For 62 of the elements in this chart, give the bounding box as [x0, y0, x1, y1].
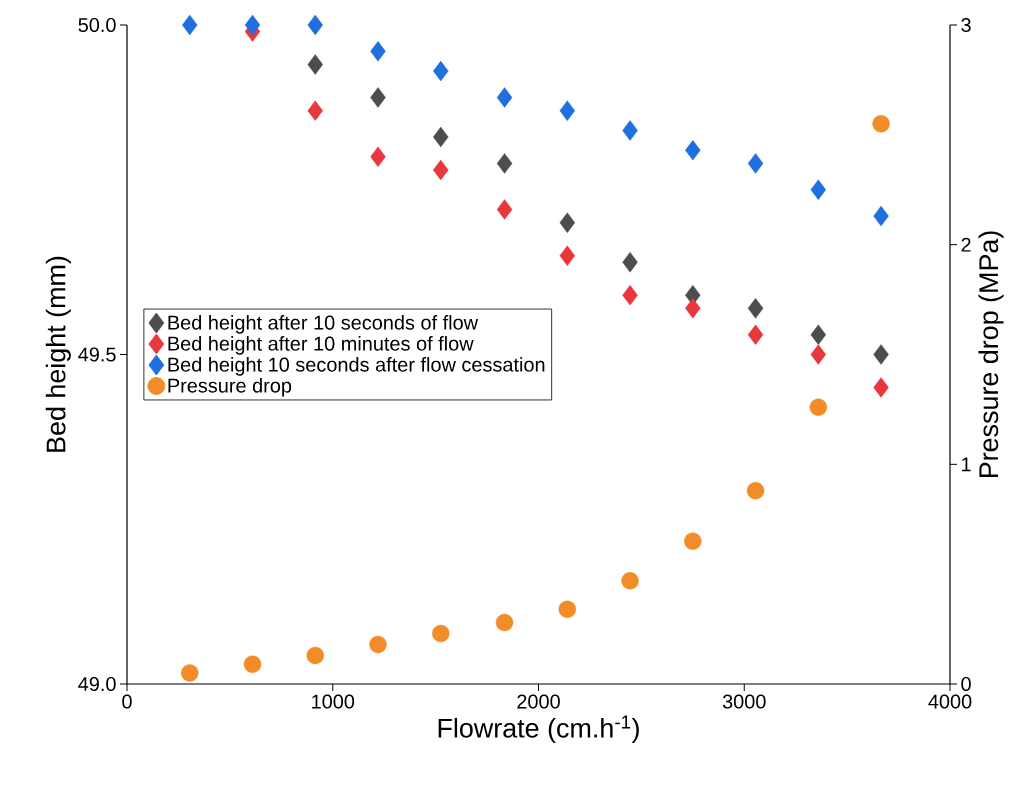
point — [433, 126, 449, 148]
point — [747, 324, 764, 345]
point — [433, 60, 449, 82]
point — [370, 41, 386, 62]
point — [243, 655, 262, 673]
point — [307, 100, 323, 121]
point — [432, 624, 450, 643]
point — [496, 153, 513, 174]
point — [809, 398, 828, 416]
point — [559, 212, 576, 233]
point — [873, 377, 889, 398]
point — [746, 481, 765, 500]
point — [873, 205, 889, 227]
y2-tick-label: 0 — [961, 676, 971, 692]
point — [306, 646, 324, 665]
y2-tick-label: 3 — [961, 17, 971, 33]
x-tick-label: 1000 — [312, 694, 355, 709]
legend-label: Pressure drop — [168, 378, 292, 397]
legend-label: Bed height after 10 seconds of flow — [168, 315, 479, 334]
y-tick-label: 49.0 — [78, 676, 116, 692]
x-tick-label: 2000 — [517, 694, 560, 709]
point — [182, 14, 198, 36]
x-tick-label: 4000 — [928, 694, 972, 709]
point — [810, 344, 827, 365]
point — [622, 284, 638, 306]
point — [181, 664, 199, 682]
x-tick-label: 0 — [122, 694, 132, 709]
point — [685, 298, 701, 319]
point — [370, 87, 386, 108]
point — [747, 153, 764, 174]
point — [621, 572, 639, 590]
point — [558, 600, 577, 619]
y2-axis-title: Pressure drop (MPa) — [978, 231, 1004, 478]
point — [559, 245, 576, 266]
point — [747, 298, 764, 319]
legend-label: Bed height after 10 minutes of flow — [168, 336, 474, 355]
point — [810, 179, 827, 200]
point — [622, 120, 638, 141]
x-axis-title: Flowrate (cm.h$^{-1}$) — [438, 715, 639, 743]
y2-tick-label: 1 — [962, 457, 971, 472]
point — [872, 115, 890, 133]
point — [244, 14, 261, 36]
point — [370, 146, 386, 167]
point — [495, 613, 514, 632]
y-tick-label: 50.0 — [78, 17, 116, 33]
point — [369, 635, 387, 654]
point — [685, 140, 701, 161]
x-tick-label: 3000 — [722, 694, 766, 709]
point — [622, 252, 638, 273]
point — [496, 87, 513, 108]
point — [307, 14, 323, 36]
point — [684, 532, 702, 550]
point — [810, 324, 827, 345]
point — [307, 54, 323, 75]
y-axis-title: Bed height (mm) — [45, 256, 71, 452]
point — [559, 100, 576, 121]
point — [496, 199, 513, 220]
point — [433, 159, 449, 181]
legend-label: Bed height 10 seconds after flow cessation — [168, 357, 545, 376]
point — [873, 344, 889, 365]
y2-tick-label: 2 — [961, 237, 971, 252]
y-tick-label: 49.5 — [78, 347, 116, 362]
